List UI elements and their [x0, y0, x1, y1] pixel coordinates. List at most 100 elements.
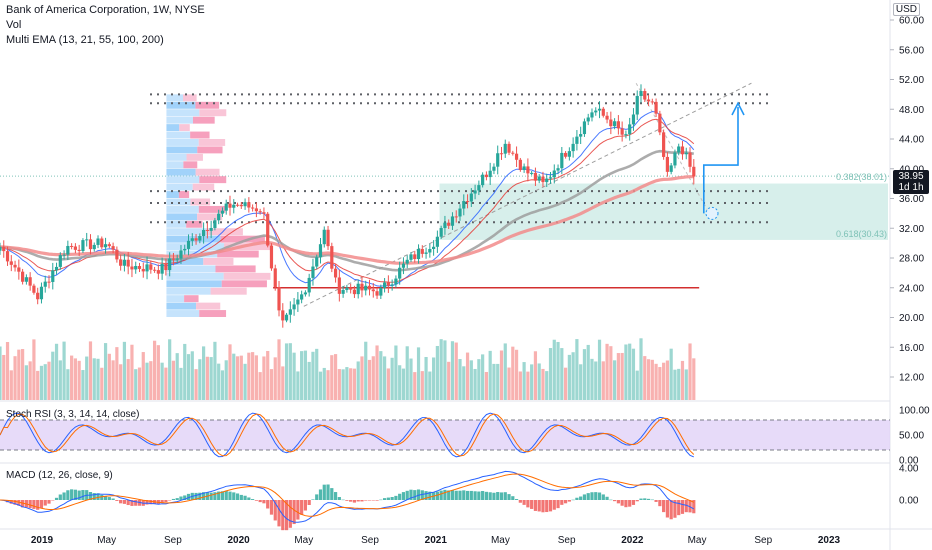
macd-histogram-bar: [198, 492, 202, 500]
candle-body: [643, 91, 647, 100]
candle-body: [484, 174, 489, 178]
macd-histogram-bar: [443, 489, 447, 500]
candle-body: [613, 121, 617, 127]
volume-bar: [337, 369, 341, 400]
macd-histogram-bar: [345, 500, 349, 501]
volume-bar: [202, 346, 206, 400]
macd-histogram-bar: [545, 500, 549, 513]
volume-bar: [413, 372, 417, 400]
volume-bar: [115, 347, 119, 400]
macd-histogram-bar: [673, 500, 677, 518]
candle-body: [43, 281, 47, 287]
volume-bar: [545, 371, 549, 400]
time-tick-label: Sep: [754, 535, 772, 546]
volume-bar: [352, 368, 357, 400]
price-tick-label: 40.00: [899, 164, 924, 175]
price-tick-label: 52.00: [899, 75, 924, 86]
volume-profile-bar: [220, 235, 265, 243]
macd-histogram-bar: [164, 500, 168, 503]
volume-bar: [552, 339, 556, 400]
volume-profile-bar: [166, 205, 199, 213]
volume-bar: [367, 359, 372, 400]
candle-body: [503, 143, 507, 154]
candle-body: [428, 249, 432, 253]
volume-bar: [341, 369, 345, 400]
volume-bar: [103, 343, 108, 400]
stoch-d-line: [0, 413, 695, 457]
candle-body: [375, 291, 379, 296]
volume-bar: [262, 356, 266, 400]
volume-bar: [198, 359, 202, 400]
volume-bar: [477, 359, 481, 400]
volume-profile-bar: [166, 228, 209, 236]
macd-histogram-bar: [235, 493, 240, 500]
volume-bar: [149, 361, 153, 400]
fib-618-label: 0.618(30.43): [836, 229, 888, 239]
macd-histogram-bar: [650, 499, 654, 501]
time-tick-label: 2019: [31, 535, 54, 546]
volume-bar: [624, 344, 628, 400]
candle-body: [450, 216, 455, 226]
volume-profile-bar: [166, 302, 197, 310]
candle-body: [594, 110, 598, 113]
candle-body: [631, 114, 636, 125]
candle-body: [454, 216, 458, 218]
volume-bar: [533, 351, 538, 400]
volume-bar: [220, 370, 225, 400]
fib-zone: [439, 183, 888, 240]
macd-histogram-bar: [582, 494, 587, 500]
candle-body: [360, 283, 364, 291]
macd-histogram-bar: [356, 500, 360, 502]
volume-bar: [243, 363, 247, 400]
candle-body: [183, 248, 187, 251]
volume-bar: [360, 356, 364, 400]
volume-profile-bar: [186, 153, 203, 161]
volume-profile-bar: [166, 168, 196, 176]
volume-profile-bar: [210, 287, 247, 295]
symbol-title: Bank of America Corporation, 1W, NYSE: [6, 4, 205, 16]
volume-profile-bar: [166, 272, 224, 280]
macd-histogram-bar: [692, 500, 696, 514]
volume-bar: [382, 356, 387, 400]
macd-histogram-bar: [597, 492, 602, 500]
volume-bar: [530, 364, 534, 400]
volume-bar: [398, 365, 402, 400]
candle-body: [326, 229, 330, 247]
macd-histogram-bar: [398, 493, 402, 500]
candle-body: [432, 246, 436, 250]
macd-histogram-bar: [420, 490, 424, 500]
price-tick-label: 12.00: [899, 373, 924, 384]
candle-body: [473, 190, 477, 194]
macd-histogram-bar: [349, 500, 353, 502]
volume-profile-bar: [203, 258, 234, 265]
candle-body: [115, 249, 119, 260]
candle-body: [628, 124, 632, 135]
candle-body: [315, 257, 319, 267]
macd-histogram-bar: [375, 500, 379, 501]
candle-body: [202, 229, 206, 237]
candle-body: [160, 263, 164, 274]
time-tick-label: May: [294, 535, 313, 546]
volume-bar: [386, 368, 390, 400]
candle-body: [367, 285, 372, 290]
candle-body: [496, 153, 500, 167]
candle-body: [288, 309, 292, 315]
macd-histogram-bar: [405, 490, 409, 500]
macd-histogram-bar: [462, 490, 466, 500]
volume-bar: [571, 352, 575, 400]
currency-badge[interactable]: USD: [892, 3, 920, 16]
candle-body: [586, 117, 590, 122]
volume-bar: [190, 351, 194, 400]
candle-body: [284, 314, 289, 321]
candle-body: [390, 284, 394, 286]
macd-histogram-bar: [228, 491, 232, 500]
stoch-rsi-label: Stoch RSI (3, 3, 14, 14, close): [6, 409, 140, 420]
volume-bar: [322, 367, 326, 400]
candle-body: [420, 248, 424, 254]
volume-bar: [269, 369, 274, 400]
macd-histogram-bar: [447, 490, 451, 500]
volume-bar: [156, 345, 160, 400]
volume-bar: [409, 358, 413, 400]
volume-bar: [484, 371, 489, 400]
